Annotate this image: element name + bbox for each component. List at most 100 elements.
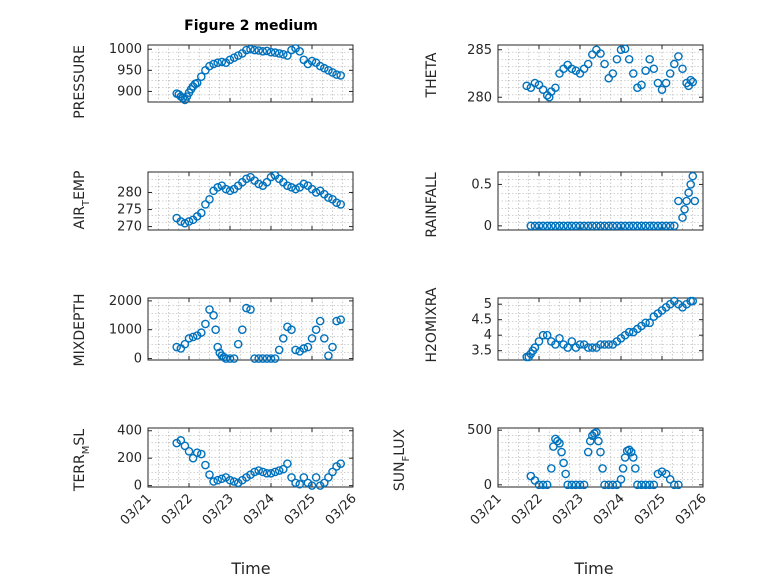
data-point xyxy=(649,221,659,231)
data-point xyxy=(336,71,346,80)
data-point xyxy=(221,354,231,363)
ytick-label: 3.5 xyxy=(471,344,492,359)
series-markers xyxy=(172,436,346,490)
data-point xyxy=(538,480,548,490)
ytick-label: 0.5 xyxy=(471,177,492,192)
data-point xyxy=(629,453,638,462)
data-point xyxy=(649,480,659,490)
ytick-label: 285 xyxy=(467,43,492,58)
data-point xyxy=(221,184,231,194)
data-point xyxy=(553,436,562,446)
data-point xyxy=(612,480,622,490)
data-point xyxy=(653,469,663,479)
data-point xyxy=(233,51,243,60)
data-point xyxy=(620,221,630,231)
data-point xyxy=(534,337,544,346)
ytick-label: 1000 xyxy=(109,42,142,57)
data-point xyxy=(555,333,564,343)
data-point xyxy=(242,174,251,184)
data-point xyxy=(583,59,593,69)
series-markers xyxy=(172,303,346,363)
data-point xyxy=(299,473,309,482)
data-point xyxy=(542,221,552,231)
subplot-theta: 280 285 xyxy=(467,43,704,105)
ytick-label: 0 xyxy=(134,352,142,367)
data-point xyxy=(205,194,214,204)
data-point xyxy=(229,354,239,363)
data-point xyxy=(311,473,321,482)
data-point xyxy=(534,480,544,490)
data-point xyxy=(184,447,194,456)
ytick-label: 270 xyxy=(117,220,142,235)
data-point xyxy=(624,221,634,231)
data-point xyxy=(600,480,609,490)
data-point xyxy=(684,188,693,198)
data-point xyxy=(641,66,650,75)
data-point xyxy=(665,475,675,484)
data-point xyxy=(217,57,227,67)
data-point xyxy=(688,77,698,87)
data-point xyxy=(604,340,614,349)
data-point xyxy=(616,45,626,55)
xtick-label: 03/24 xyxy=(591,491,628,528)
data-point xyxy=(561,469,570,479)
data-point xyxy=(665,221,675,231)
data-point xyxy=(332,70,341,79)
data-point xyxy=(250,354,259,363)
data-point xyxy=(287,45,296,55)
data-point xyxy=(690,196,700,206)
ylabel-sunflux: SUNFLUX xyxy=(392,428,412,491)
subplot-airtemp: 270 275 280 xyxy=(117,171,354,235)
data-point xyxy=(254,179,264,189)
data-point xyxy=(551,221,560,231)
data-point xyxy=(295,47,305,56)
data-point xyxy=(196,72,206,81)
ylabel-terrmsl: TERRMSL xyxy=(72,429,92,492)
data-point xyxy=(184,334,194,343)
data-point xyxy=(620,44,630,54)
series-markers xyxy=(526,171,700,231)
data-point xyxy=(219,352,229,362)
data-point xyxy=(594,436,603,446)
data-point xyxy=(291,478,300,488)
grid-lines xyxy=(148,172,353,230)
data-point xyxy=(229,477,239,486)
data-point xyxy=(225,186,235,196)
data-point xyxy=(205,305,214,314)
data-point xyxy=(201,319,210,329)
data-point xyxy=(287,473,296,482)
data-point xyxy=(645,480,655,490)
data-point xyxy=(583,343,593,352)
data-point xyxy=(670,221,679,231)
data-point xyxy=(551,83,560,93)
data-point xyxy=(657,85,667,94)
data-point xyxy=(291,345,300,355)
data-point xyxy=(530,78,540,88)
data-point xyxy=(180,218,190,228)
data-point xyxy=(299,344,309,353)
data-point xyxy=(211,325,220,335)
data-point xyxy=(624,54,634,64)
data-point xyxy=(631,464,640,473)
xtick-label: 03/23 xyxy=(550,491,587,528)
ytick-label: 4 xyxy=(484,328,492,343)
data-point xyxy=(225,55,235,65)
data-point xyxy=(604,480,614,490)
data-point xyxy=(557,447,566,457)
ytick-label: 0 xyxy=(134,479,142,494)
data-point xyxy=(315,61,325,71)
data-point xyxy=(559,221,568,231)
data-point xyxy=(233,339,243,349)
data-point xyxy=(653,221,663,231)
data-point xyxy=(608,480,618,490)
data-point xyxy=(242,303,251,313)
data-point xyxy=(328,68,337,77)
data-point xyxy=(283,181,292,190)
ytick-label: 2000 xyxy=(109,294,142,309)
data-point xyxy=(600,221,609,231)
ytick-label: 950 xyxy=(117,63,142,78)
data-point xyxy=(596,221,605,231)
data-point xyxy=(242,45,251,55)
data-point xyxy=(307,334,317,343)
data-point xyxy=(661,78,671,88)
